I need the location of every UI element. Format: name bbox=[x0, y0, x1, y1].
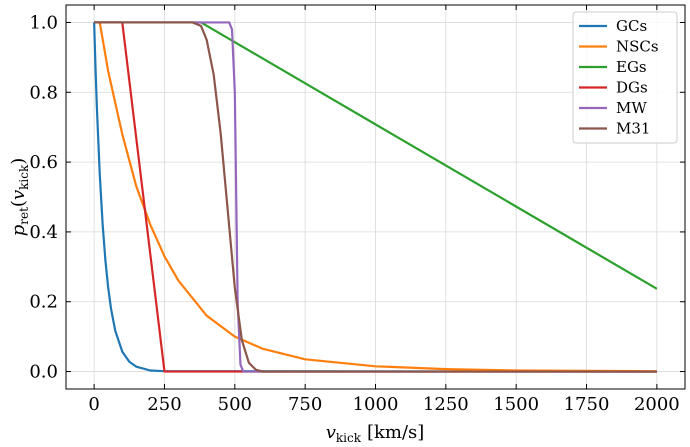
x-tick-label: 1500 bbox=[493, 394, 539, 415]
y-tick-label: 0.6 bbox=[29, 152, 58, 173]
legend-label: DGs bbox=[616, 79, 648, 97]
plot-frame bbox=[65, 4, 686, 390]
legend-label: EGs bbox=[616, 58, 647, 76]
legend-label: MW bbox=[616, 99, 647, 117]
y-label-subscript: ret bbox=[17, 207, 31, 225]
y-label-arg-subscript: kick bbox=[17, 164, 31, 190]
line bbox=[94, 21, 657, 373]
x-tick-label: 0 bbox=[88, 394, 99, 415]
legend-label: NSCs bbox=[616, 38, 659, 56]
x-tick-label: 1000 bbox=[353, 394, 399, 415]
y-tick-label: 0.0 bbox=[29, 362, 58, 383]
x-label-symbol: v bbox=[326, 422, 336, 443]
y-label-symbol: p bbox=[8, 224, 29, 236]
y-label-close: ) bbox=[8, 158, 29, 165]
legend-label: GCs bbox=[616, 17, 647, 35]
line bbox=[93, 22, 657, 373]
x-tick-label: 250 bbox=[147, 394, 181, 415]
y-tick-label: 1.0 bbox=[29, 12, 58, 33]
legend-box bbox=[572, 11, 678, 144]
y-label-arg: v bbox=[8, 190, 29, 200]
x-axis-label: vkick [km/s] bbox=[326, 422, 425, 445]
y-label-open: ( bbox=[8, 200, 29, 207]
y-tick-label: 0.8 bbox=[29, 82, 58, 103]
x-label-subscript: kick bbox=[336, 431, 362, 445]
line bbox=[94, 21, 657, 373]
y-tick-label: 0.4 bbox=[29, 222, 58, 243]
x-tick-label: 750 bbox=[288, 394, 322, 415]
y-tick-label: 0.2 bbox=[29, 292, 58, 313]
x-label-unit: [km/s] bbox=[367, 422, 424, 443]
legend-label: M31 bbox=[616, 120, 650, 138]
x-tick-label: 500 bbox=[218, 394, 252, 415]
y-axis-label: pret(vkick) bbox=[8, 158, 31, 237]
x-tick-label: 1250 bbox=[423, 394, 469, 415]
line bbox=[94, 21, 657, 373]
x-tick-label: 1750 bbox=[564, 394, 610, 415]
x-tick-label: 2000 bbox=[634, 394, 680, 415]
